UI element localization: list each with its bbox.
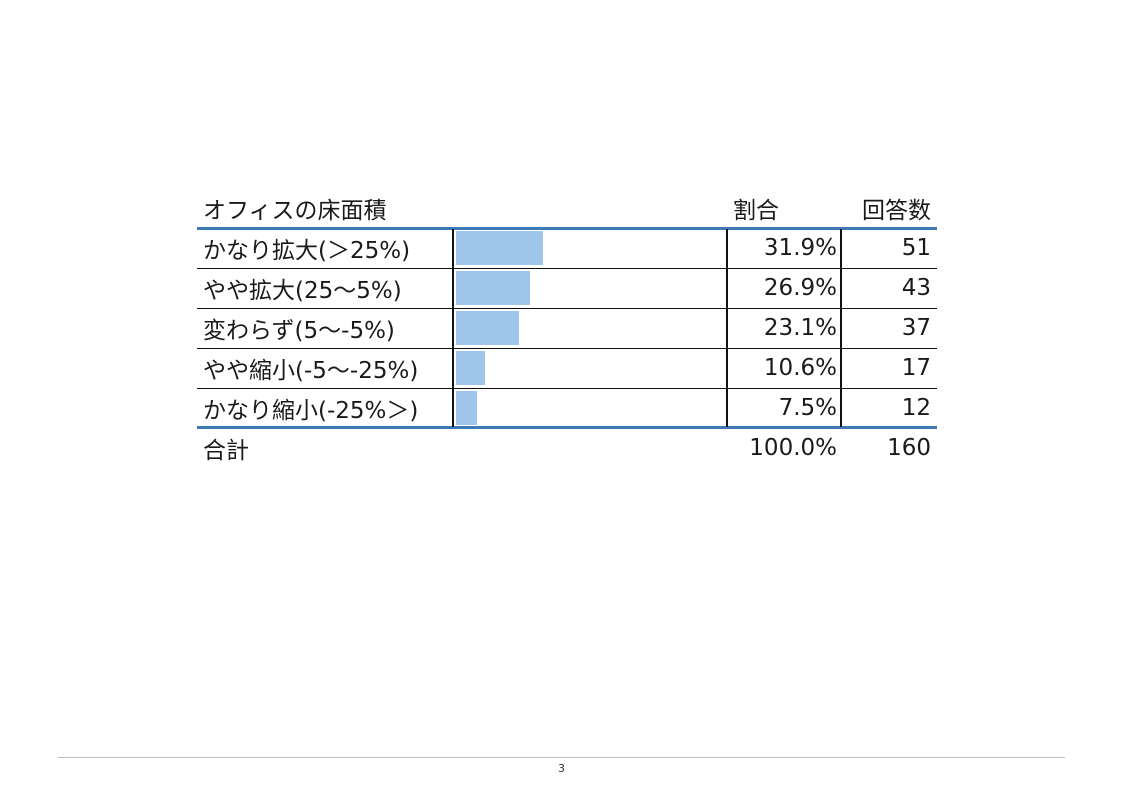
total-rule [197, 426, 937, 429]
table-body: かなり拡大(＞25%) 31.9% 51 やや拡大(25～5%) 26.9% 43 変わらず… [197, 228, 937, 428]
header-count: 回答数 [862, 198, 931, 224]
row-pct: 10.6% [763, 355, 837, 381]
row-label: 変わらず(5～-5%) [203, 318, 395, 344]
share-bar [456, 311, 520, 345]
header-floor-area: オフィスの床面積 [203, 198, 387, 224]
header-percentage: 割合 [733, 198, 779, 224]
divider-count-left [840, 229, 842, 427]
bar-area [453, 391, 727, 425]
total-label: 合計 [203, 438, 249, 464]
row-count: 12 [901, 395, 931, 421]
row-pct: 7.5% [778, 395, 837, 421]
row-separator [197, 387, 937, 389]
page-number: 3 [558, 762, 565, 775]
share-bar [456, 271, 530, 305]
bar-area [453, 351, 727, 385]
row-count: 51 [901, 235, 931, 261]
row-label: かなり縮小(-25%＞) [203, 398, 419, 424]
footer-rule [58, 757, 1065, 758]
table-row: かなり縮小(-25%＞) 7.5% 12 [197, 388, 937, 428]
row-separator [197, 307, 937, 309]
bar-area [453, 311, 727, 345]
divider-pct-left [726, 229, 728, 427]
total-count: 160 [887, 435, 931, 461]
share-bar [456, 231, 544, 265]
bar-area [453, 271, 727, 305]
row-count: 37 [901, 315, 931, 341]
row-pct: 31.9% [763, 235, 837, 261]
table-row: やや縮小(-5～-25%) 10.6% 17 [197, 348, 937, 389]
table-row: 変わらず(5～-5%) 23.1% 37 [197, 308, 937, 349]
row-label: やや縮小(-5～-25%) [203, 358, 419, 384]
bar-area [453, 231, 727, 265]
row-count: 17 [901, 355, 931, 381]
row-separator [197, 347, 937, 349]
table-header: オフィスの床面積 割合 回答数 [197, 188, 937, 228]
row-label: かなり拡大(＞25%) [203, 238, 411, 264]
row-separator [197, 267, 937, 269]
table-row: かなり拡大(＞25%) 31.9% 51 [197, 228, 937, 269]
row-count: 43 [901, 275, 931, 301]
row-pct: 23.1% [763, 315, 837, 341]
share-bar [456, 351, 486, 385]
row-label: やや拡大(25～5%) [203, 278, 402, 304]
share-bar [456, 391, 477, 425]
row-pct: 26.9% [763, 275, 837, 301]
survey-table: オフィスの床面積 割合 回答数 かなり拡大(＞25%) 31.9% 51 やや拡大(2… [197, 188, 937, 468]
table-row: やや拡大(25～5%) 26.9% 43 [197, 268, 937, 309]
total-row: 合計 100.0% 160 [197, 428, 937, 468]
header-rule [197, 227, 937, 230]
total-pct: 100.0% [749, 435, 837, 461]
divider-bar-left [452, 229, 454, 427]
